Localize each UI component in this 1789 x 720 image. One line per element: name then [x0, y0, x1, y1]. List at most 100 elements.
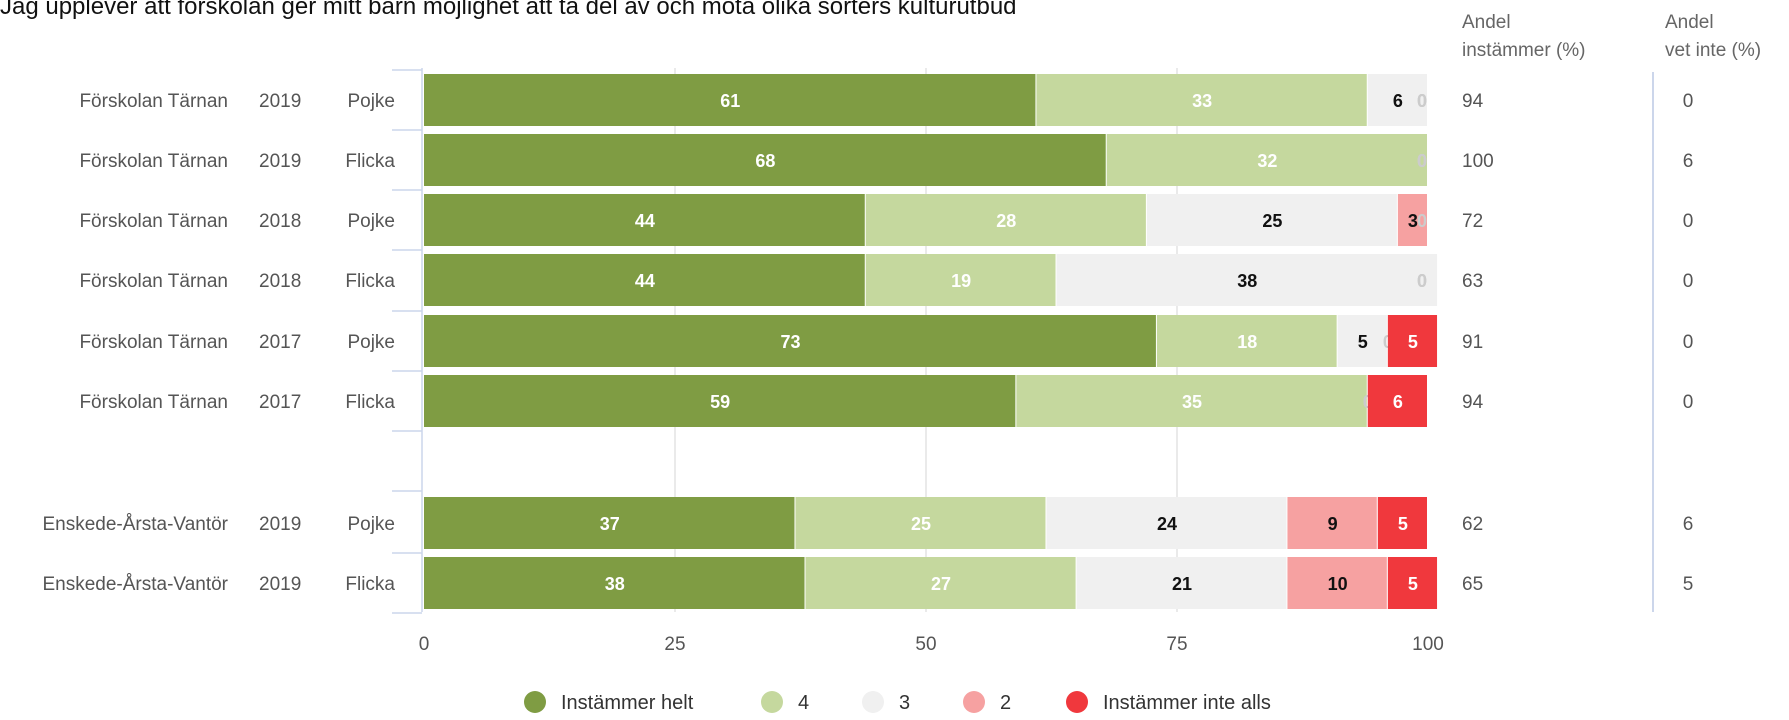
bar-segment	[1377, 497, 1427, 549]
bar-value-label: 19	[951, 271, 971, 291]
bar-segment	[424, 315, 1156, 367]
bar-value-label: 0	[1417, 91, 1427, 111]
agree-value: 72	[1462, 211, 1483, 232]
row-unit-label: Förskolan Tärnan	[79, 332, 228, 353]
row-year-label: 2018	[259, 271, 301, 292]
legend-marker	[862, 691, 884, 713]
bar-segment	[1337, 315, 1387, 367]
bar-segment	[795, 497, 1046, 549]
bar-value-label: 25	[1262, 211, 1282, 231]
dontknow-value: 0	[1683, 271, 1694, 292]
bar-value-label: 0	[1417, 91, 1427, 111]
bar-segment	[865, 254, 1056, 306]
agree-value: 94	[1462, 392, 1484, 413]
legend-label: 2	[1000, 692, 1011, 714]
dontknow-value: 6	[1683, 514, 1694, 535]
row-gender-label: Flicka	[345, 392, 395, 413]
row-gender-label: Pojke	[347, 332, 395, 353]
bar-segment	[1397, 194, 1427, 246]
bar-segment	[1036, 74, 1367, 126]
dontknow-header-line1: Andel	[1665, 12, 1714, 33]
bar-segment	[424, 557, 805, 609]
bar-segment	[424, 497, 795, 549]
bar-value-label: 0	[1417, 271, 1427, 291]
bar-value-label: 6	[1393, 91, 1403, 111]
legend-label: 3	[899, 692, 910, 714]
bar-value-label: 10	[1328, 574, 1348, 594]
bar-segment	[1387, 557, 1438, 609]
bar-segment	[424, 254, 865, 306]
bar-value-label: 9	[1328, 514, 1338, 534]
row-gender-label: Flicka	[345, 271, 395, 292]
dontknow-value: 5	[1683, 574, 1694, 595]
bar-segment	[1046, 497, 1287, 549]
bar-value-label: 27	[931, 574, 951, 594]
x-tick-label: 50	[915, 634, 936, 655]
dontknow-value: 6	[1683, 151, 1694, 172]
bar-value-label: 0	[1417, 151, 1427, 171]
bar-value-label: 0	[1417, 211, 1427, 231]
bar-value-label: 21	[1172, 574, 1192, 594]
row-gender-label: Pojke	[347, 211, 395, 232]
bar-value-label: 0	[1417, 151, 1427, 171]
row-year-label: 2019	[259, 151, 301, 172]
dontknow-value: 0	[1683, 332, 1694, 353]
bar-segment	[805, 557, 1076, 609]
dontknow-value: 0	[1683, 91, 1694, 112]
bar-segment	[1367, 375, 1427, 427]
bar-segment	[1076, 557, 1287, 609]
row-gender-label: Flicka	[345, 574, 395, 595]
bar-value-label: 35	[1182, 392, 1202, 412]
bar-segment	[1287, 557, 1387, 609]
bar-value-label: 38	[605, 574, 625, 594]
row-unit-label: Enskede-Årsta-Vantör	[42, 574, 228, 595]
bar-segment	[1016, 375, 1367, 427]
bar-value-label: 38	[1237, 271, 1257, 291]
agree-header-line1: Andel	[1462, 12, 1511, 33]
bar-value-label: 5	[1398, 514, 1408, 534]
row-unit-label: Förskolan Tärnan	[79, 151, 228, 172]
row-unit-label: Förskolan Tärnan	[79, 392, 228, 413]
dontknow-header-line2: vet inte (%)	[1665, 40, 1761, 61]
agree-header-line2: instämmer (%)	[1462, 40, 1586, 61]
x-tick-label: 25	[664, 634, 685, 655]
row-year-label: 2019	[259, 514, 301, 535]
bar-segment	[1056, 254, 1438, 306]
bar-segment	[1287, 497, 1377, 549]
bar-segment	[424, 194, 865, 246]
bar-value-label: 44	[635, 211, 655, 231]
chart-title: Jag upplever att förskolan ger mitt barn…	[0, 0, 1017, 20]
bar-value-label: 3	[1408, 211, 1418, 231]
bar-value-label: 32	[1257, 151, 1277, 171]
legend-label: 4	[798, 692, 809, 714]
agree-value: 94	[1462, 91, 1484, 112]
bar-value-label: 0	[1417, 271, 1427, 291]
agree-value: 63	[1462, 271, 1483, 292]
x-tick-label: 100	[1412, 634, 1444, 655]
row-unit-label: Förskolan Tärnan	[79, 271, 228, 292]
row-gender-label: Pojke	[347, 514, 395, 535]
bar-segment	[1367, 74, 1427, 126]
bar-value-label: 68	[755, 151, 775, 171]
bar-value-label: 25	[911, 514, 931, 534]
bar-segment	[865, 194, 1146, 246]
bar-segment	[1387, 315, 1438, 367]
row-year-label: 2017	[259, 392, 301, 413]
bar-segment	[424, 375, 1016, 427]
dontknow-value: 0	[1683, 211, 1694, 232]
bar-segment	[1106, 134, 1427, 186]
bar-value-label: 6	[1393, 392, 1403, 412]
bar-value-label: 5	[1408, 332, 1418, 352]
row-unit-label: Förskolan Tärnan	[79, 91, 228, 112]
legend-marker	[1066, 691, 1088, 713]
dontknow-value: 0	[1683, 392, 1694, 413]
legend-marker	[963, 691, 985, 713]
bar-value-label: 59	[710, 392, 730, 412]
bar-value-label: 37	[600, 514, 620, 534]
bar-value-label: 18	[1237, 332, 1257, 352]
row-gender-label: Pojke	[347, 91, 395, 112]
row-unit-label: Enskede-Årsta-Vantör	[42, 514, 228, 535]
row-unit-label: Förskolan Tärnan	[79, 211, 228, 232]
bar-value-label: 24	[1157, 514, 1177, 534]
row-year-label: 2019	[259, 574, 301, 595]
